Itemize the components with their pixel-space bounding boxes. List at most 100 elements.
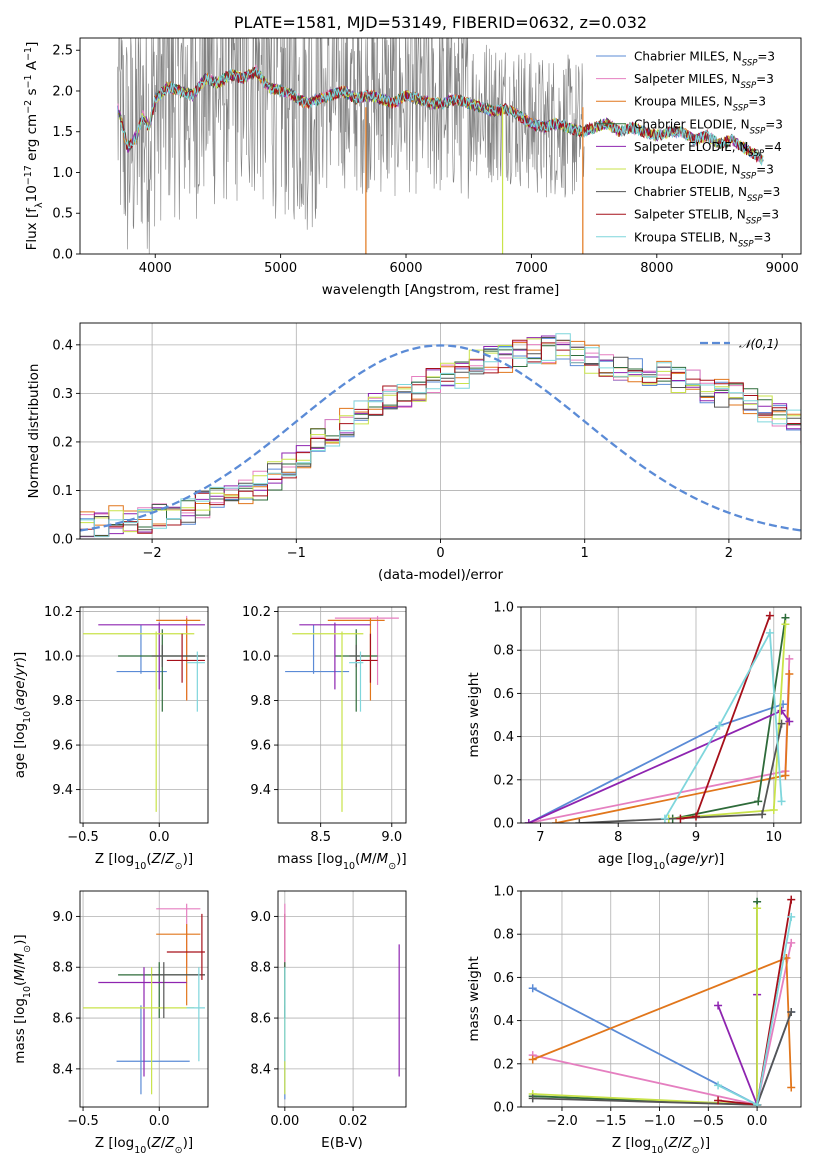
grid	[80, 323, 801, 540]
axes-spectrum: 4000 5000 6000 7000 8000 9000 0.0 0.5 1.0 1.5 2.0 2…	[52, 37, 802, 276]
point-kroupa-stelib	[186, 967, 205, 1062]
legend-label: 𝒩(0,1)	[739, 337, 779, 351]
plot-area	[83, 903, 205, 1095]
series-line	[717, 916, 793, 1107]
series-marker	[714, 1096, 723, 1105]
y-tick-label: 8.8	[52, 961, 73, 976]
series-marker	[781, 620, 790, 629]
ticks: −0.5 0.0 8.4 8.6 8.8 9.0	[52, 910, 169, 1129]
y-tick-label: 10.0	[242, 649, 271, 664]
series-marker	[787, 938, 796, 947]
axes-frame	[520, 890, 802, 1108]
x-tick-label: 0.0	[747, 1114, 768, 1129]
legend-label: Salpeter STELIB, NSSP=3	[634, 208, 779, 227]
series-marker	[528, 984, 537, 993]
series-marker	[528, 1094, 537, 1103]
y-axis-label: age [log10(age/yr)]	[12, 652, 33, 778]
series-marker	[528, 1055, 537, 1064]
y-tick-label: 0.8	[493, 928, 514, 943]
x-tick-label: 0.0	[149, 830, 170, 845]
y-tick-label: 1.0	[52, 166, 73, 181]
y-tick-label: 1.0	[493, 885, 514, 900]
series-line	[664, 629, 783, 820]
axes-mass_ebv: 0.00 0.02 8.4 8.6 8.8 9.0	[250, 890, 407, 1129]
point-chabrier-elodie	[118, 629, 205, 712]
hist-step-kroupa-stelib	[80, 333, 801, 539]
legend: Chabrier MILES, NSSP=3 Salpeter MILES, NS…	[596, 50, 783, 249]
x-tick-label: 0.02	[339, 1114, 368, 1129]
point-chabrier-stelib	[349, 644, 364, 668]
y-tick-label: 0.4	[493, 1014, 514, 1029]
series-marker	[714, 1001, 723, 1010]
series-marker	[769, 806, 778, 815]
series-marker	[787, 1083, 796, 1092]
x-tick-label: 9.0	[381, 830, 402, 845]
plot-area	[528, 895, 796, 1107]
y-tick-label: 0.3	[52, 387, 73, 402]
legend-label: Chabrier ELODIE, NSSP=3	[634, 117, 783, 136]
x-tick-label: 6000	[389, 261, 422, 276]
hist-step-salpeter-stelib	[80, 339, 801, 539]
axes-hist: −2 −1 0 1 2 0.0 0.1 0.2 0.3 0.4	[52, 322, 802, 561]
x-axis-label: Z [log10(Z/Z⊙)]	[612, 1135, 710, 1156]
x-axis-label: (data-model)/error	[378, 567, 504, 583]
y-tick-label: 9.0	[52, 910, 73, 925]
y-tick-label: 0.2	[493, 1057, 514, 1072]
x-axis-label: wavelength [Angstrom, rest frame]	[322, 282, 560, 298]
axes-frame	[79, 37, 802, 255]
series-marker	[754, 797, 763, 806]
y-tick-label: 8.4	[52, 1062, 73, 1077]
point-kroupa-miles	[156, 618, 201, 701]
x-tick-label: 8000	[640, 261, 673, 276]
grid	[278, 891, 406, 1107]
axes-mw_age: 7 8 9 10 0.0 0.2 0.4 0.6 0.8 1.0	[493, 601, 802, 846]
x-axis-label: Z [log10(Z/Z⊙)]	[95, 1135, 193, 1156]
point-chabrier-miles	[285, 624, 350, 674]
y-tick-label: 9.4	[250, 783, 271, 798]
legend-label: Kroupa STELIB, NSSP=3	[634, 230, 771, 249]
series-marker	[575, 819, 584, 823]
hist-step-kroupa-miles	[80, 340, 801, 539]
y-tick-label: 0.0	[493, 817, 514, 832]
ticks: 7 8 9 10 0.0 0.2 0.4 0.6 0.8 1.0	[493, 601, 782, 846]
series-marker	[715, 721, 724, 730]
y-tick-label: 0.6	[493, 687, 514, 702]
y-tick-label: 10.2	[44, 605, 73, 620]
series-chabrier-miles	[528, 984, 796, 1107]
series-marker	[777, 706, 786, 715]
point-chabrier-elodie	[118, 962, 205, 1019]
x-tick-label: −2	[143, 546, 162, 561]
y-tick-label: 0.0	[52, 533, 73, 548]
x-tick-label: 1	[581, 546, 589, 561]
axes-frame	[520, 606, 802, 824]
x-tick-label: −1.5	[595, 1114, 627, 1129]
x-tick-label: 0	[436, 546, 444, 561]
series-salpeter-elodie	[524, 706, 794, 823]
series-chabrier-stelib	[575, 719, 786, 823]
series-kroupa-miles	[528, 953, 796, 1092]
y-tick-label: 9.0	[250, 910, 271, 925]
point-chabrier-stelib	[151, 962, 205, 1019]
point-chabrier-stelib	[151, 644, 205, 668]
series-marker	[787, 895, 796, 904]
series-line	[532, 987, 793, 1107]
y-tick-label: 1.0	[493, 601, 514, 616]
model-line-kroupa-stelib	[120, 66, 764, 167]
legend-label: Kroupa ELODIE, NSSP=3	[634, 163, 774, 182]
x-tick-label: 5000	[264, 261, 297, 276]
y-tick-label: 0.4	[52, 338, 73, 353]
point-kroupa-elodie	[83, 967, 195, 1095]
series-marker	[777, 719, 786, 728]
x-tick-label: 8	[614, 830, 622, 845]
chart-title: PLATE=1581, MJD=53149, FIBERID=0632, z=0…	[234, 13, 647, 32]
series-kroupa-miles	[552, 669, 794, 823]
y-tick-label: 8.6	[250, 1012, 271, 1027]
y-tick-label: 8.6	[52, 1012, 73, 1027]
y-axis-label: Normed distribution	[26, 364, 42, 499]
x-tick-label: 8.5	[310, 830, 331, 845]
y-tick-label: 1.5	[52, 125, 73, 140]
x-tick-label: 9000	[766, 261, 799, 276]
point-kroupa-miles	[156, 924, 201, 1006]
series-line	[532, 901, 758, 1106]
